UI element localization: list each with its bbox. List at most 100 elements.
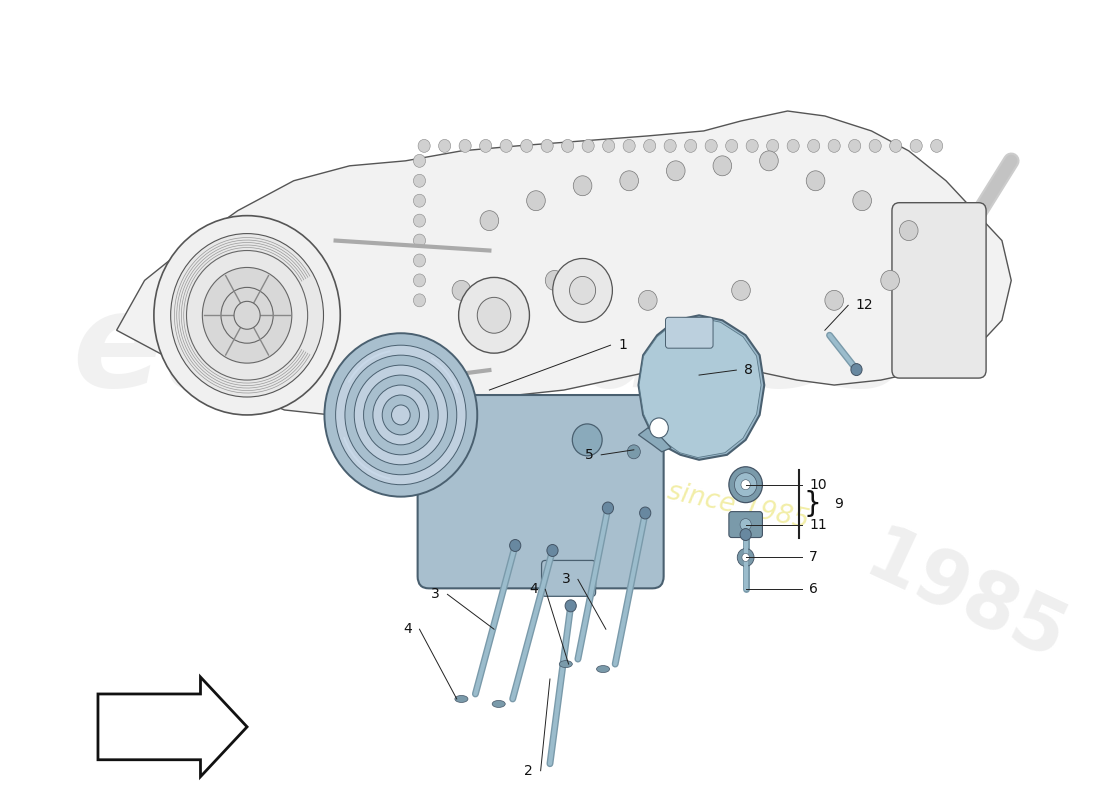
Text: 2: 2	[525, 764, 533, 778]
Circle shape	[414, 254, 426, 267]
Circle shape	[414, 294, 426, 307]
Circle shape	[644, 139, 656, 152]
Circle shape	[170, 234, 323, 397]
Circle shape	[828, 139, 840, 152]
Circle shape	[459, 139, 471, 152]
Circle shape	[414, 214, 426, 227]
Circle shape	[373, 385, 429, 445]
Circle shape	[527, 190, 546, 210]
Circle shape	[664, 139, 676, 152]
Circle shape	[869, 139, 881, 152]
Text: 4: 4	[404, 622, 412, 636]
Circle shape	[705, 139, 717, 152]
Circle shape	[740, 529, 751, 541]
Circle shape	[740, 518, 751, 530]
Text: 10: 10	[808, 478, 826, 492]
Circle shape	[480, 139, 492, 152]
Text: 1: 1	[618, 338, 627, 352]
Circle shape	[852, 190, 871, 210]
Circle shape	[741, 554, 749, 562]
Circle shape	[354, 365, 448, 465]
Circle shape	[806, 170, 825, 190]
Circle shape	[414, 154, 426, 167]
Text: 7: 7	[808, 550, 817, 565]
Circle shape	[154, 216, 340, 415]
Circle shape	[382, 395, 419, 435]
FancyBboxPatch shape	[666, 318, 713, 348]
Circle shape	[760, 151, 779, 170]
Text: 5: 5	[585, 448, 594, 462]
Circle shape	[623, 139, 635, 152]
Circle shape	[910, 139, 922, 152]
Circle shape	[573, 176, 592, 196]
Circle shape	[851, 363, 862, 375]
Circle shape	[439, 139, 451, 152]
Text: 8: 8	[744, 363, 752, 377]
Text: 11: 11	[808, 518, 827, 531]
Circle shape	[364, 375, 438, 455]
Circle shape	[565, 600, 576, 612]
Circle shape	[848, 139, 860, 152]
Circle shape	[345, 355, 456, 474]
Text: 3: 3	[562, 572, 571, 586]
Text: }: }	[803, 490, 822, 518]
Circle shape	[562, 139, 574, 152]
Circle shape	[713, 156, 732, 176]
Circle shape	[414, 274, 426, 287]
Ellipse shape	[559, 661, 572, 667]
Circle shape	[570, 277, 595, 304]
Circle shape	[900, 221, 918, 241]
Circle shape	[931, 139, 943, 152]
Circle shape	[187, 250, 308, 380]
Circle shape	[520, 139, 532, 152]
Circle shape	[746, 139, 758, 152]
Circle shape	[221, 287, 273, 343]
Ellipse shape	[596, 666, 609, 673]
Circle shape	[572, 424, 602, 456]
Circle shape	[418, 139, 430, 152]
Circle shape	[582, 139, 594, 152]
Circle shape	[729, 466, 762, 502]
Circle shape	[541, 139, 553, 152]
Polygon shape	[98, 677, 248, 777]
Circle shape	[414, 174, 426, 187]
Polygon shape	[638, 428, 671, 452]
FancyBboxPatch shape	[418, 395, 663, 588]
Circle shape	[741, 480, 750, 490]
Circle shape	[638, 290, 657, 310]
Text: eurospares: eurospares	[72, 286, 906, 414]
FancyBboxPatch shape	[729, 512, 762, 538]
Circle shape	[509, 539, 520, 551]
Circle shape	[202, 267, 292, 363]
Circle shape	[737, 549, 754, 566]
Text: 12: 12	[856, 298, 873, 312]
Circle shape	[552, 258, 613, 322]
Circle shape	[452, 281, 471, 300]
Circle shape	[726, 139, 738, 152]
Circle shape	[825, 290, 844, 310]
FancyBboxPatch shape	[892, 202, 986, 378]
Circle shape	[392, 405, 410, 425]
Text: 6: 6	[808, 582, 818, 596]
Text: 1985: 1985	[852, 521, 1077, 678]
Circle shape	[336, 345, 466, 485]
Circle shape	[890, 139, 902, 152]
Circle shape	[459, 278, 529, 353]
Circle shape	[234, 302, 260, 330]
Text: 4: 4	[529, 582, 538, 596]
Circle shape	[414, 234, 426, 247]
Circle shape	[767, 139, 779, 152]
Circle shape	[547, 545, 558, 557]
Circle shape	[324, 334, 477, 497]
Circle shape	[603, 139, 615, 152]
Circle shape	[603, 502, 614, 514]
Circle shape	[639, 507, 651, 519]
Circle shape	[500, 139, 513, 152]
Circle shape	[546, 270, 564, 290]
Circle shape	[650, 418, 669, 438]
Circle shape	[881, 270, 900, 290]
Ellipse shape	[455, 695, 468, 702]
Circle shape	[619, 170, 638, 190]
Circle shape	[732, 281, 750, 300]
Polygon shape	[117, 111, 1011, 415]
